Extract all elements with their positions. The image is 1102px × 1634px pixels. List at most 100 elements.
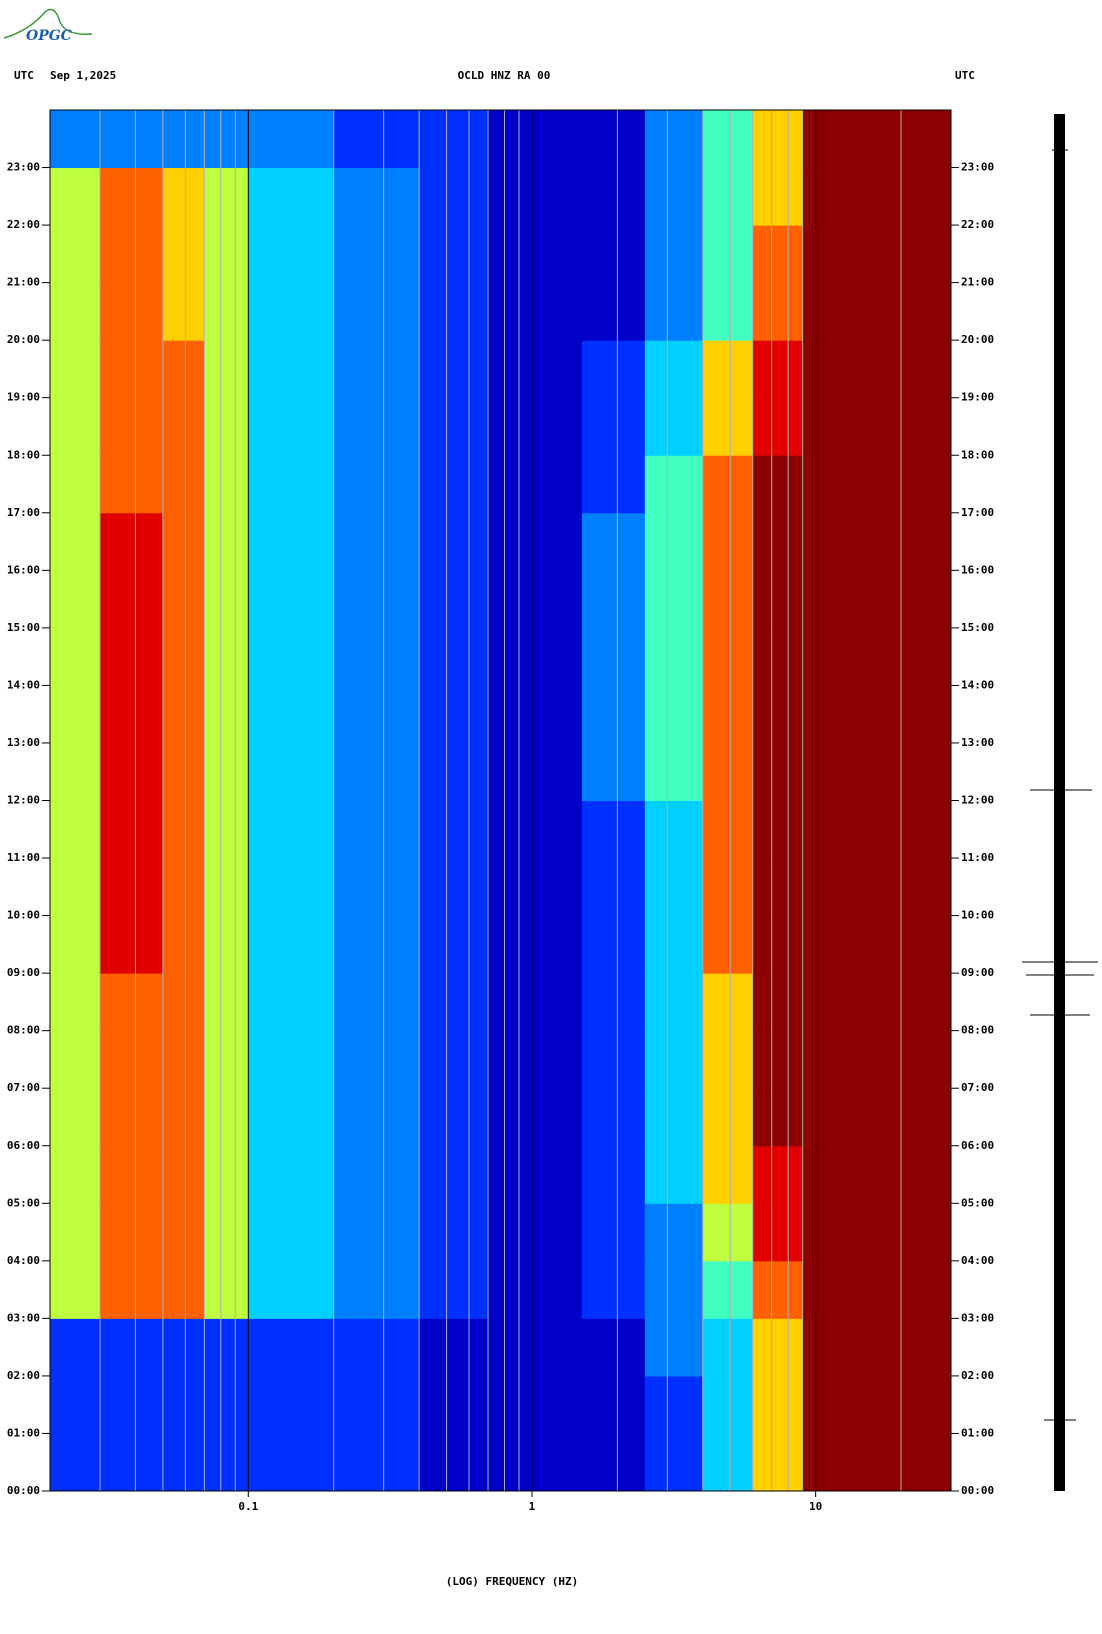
spectrogram-cell (419, 1145, 489, 1204)
spectrogram-cell (581, 1030, 646, 1089)
timezone-label: UTC (14, 69, 34, 82)
spectrogram-cell (802, 455, 952, 514)
y-tick-label: 20:00 (961, 333, 994, 346)
spectrogram-cell (419, 858, 489, 917)
spectrogram-cell (333, 167, 420, 226)
spectrogram-cell (581, 1260, 646, 1319)
spectrogram-cell (488, 340, 583, 399)
spectrogram-cell (333, 915, 420, 974)
spectrogram-cell (248, 627, 335, 686)
spectrogram-cell (333, 1088, 420, 1147)
spectrogram-cell (702, 1030, 754, 1089)
spectrogram-cell (99, 1088, 164, 1147)
spectrogram-cell (419, 627, 489, 686)
spectrogram-cell (204, 1088, 249, 1147)
spectrogram-cell (488, 1203, 583, 1262)
spectrogram-cell (162, 282, 205, 341)
spectrogram-cell (333, 225, 420, 284)
spectrogram-cell (204, 1318, 249, 1377)
spectrogram-cell (752, 915, 804, 974)
spectrogram-cell (581, 1318, 646, 1377)
spectrogram-cell (99, 110, 164, 169)
spectrogram-cell (50, 282, 101, 341)
spectrogram-cell (644, 512, 704, 571)
spectrogram-cell (488, 915, 583, 974)
spectrogram-cell (248, 973, 335, 1032)
spectrogram-cell (99, 1260, 164, 1319)
spectrogram-cell (248, 800, 335, 859)
spectrogram-cell (99, 627, 164, 686)
spectrogram-cell (204, 858, 249, 917)
spectrogram-cell (248, 340, 335, 399)
spectrogram-cell (333, 340, 420, 399)
spectrogram-cell (581, 570, 646, 629)
spectrogram-cell (419, 685, 489, 744)
spectrogram-cell (644, 1260, 704, 1319)
spectrogram-cell (50, 340, 101, 399)
spectrogram-cell (752, 1375, 804, 1434)
spectrogram-cell (204, 455, 249, 514)
spectrogram-cell (204, 282, 249, 341)
x-axis-title: (LOG) FREQUENCY (HZ) (446, 1575, 578, 1588)
y-tick-label: 06:00 (961, 1139, 994, 1152)
spectrogram-cell (419, 455, 489, 514)
spectrogram-cell (248, 512, 335, 571)
y-tick-label: 21:00 (961, 276, 994, 289)
spectrogram-cell (162, 1030, 205, 1089)
spectrogram-cell (644, 397, 704, 456)
spectrogram-cell (802, 225, 952, 284)
spectrogram-cell (248, 455, 335, 514)
spectrogram-cell (802, 1260, 952, 1319)
spectrogram-cell (644, 570, 704, 629)
spectrogram-cell (752, 512, 804, 571)
y-tick-label: 23:00 (961, 161, 994, 174)
spectrogram-cell (162, 973, 205, 1032)
spectrogram-cell (419, 1318, 489, 1377)
spectrogram-cell (204, 570, 249, 629)
spectrogram-cell (99, 570, 164, 629)
y-tick-label: 05:00 (7, 1196, 40, 1209)
spectrogram-cell (162, 627, 205, 686)
spectrogram-cell (702, 1203, 754, 1262)
spectrogram-cell (50, 973, 101, 1032)
spectrogram-cell (752, 1318, 804, 1377)
spectrogram-cell (802, 742, 952, 801)
y-tick-label: 10:00 (961, 909, 994, 922)
spectrogram-cell (802, 512, 952, 571)
spectrogram-cell (752, 1203, 804, 1262)
spectrogram-cell (333, 627, 420, 686)
spectrogram-cell (99, 340, 164, 399)
spectrogram-cell (204, 742, 249, 801)
y-tick-label: 00:00 (7, 1484, 40, 1497)
spectrogram-cell (488, 1433, 583, 1492)
spectrogram-cell (644, 167, 704, 226)
spectrogram-cell (644, 1030, 704, 1089)
spectrogram-cell (581, 800, 646, 859)
spectrogram-cell (802, 915, 952, 974)
spectrogram-cell (419, 570, 489, 629)
spectrogram-cell (333, 685, 420, 744)
spectrogram-cell (802, 1203, 952, 1262)
spectrogram-cell (702, 1433, 754, 1492)
y-tick-label: 01:00 (7, 1426, 40, 1439)
spectrogram-cell (99, 1433, 164, 1492)
spectrogram-cell (802, 1318, 952, 1377)
y-tick-label: 14:00 (7, 678, 40, 691)
spectrogram-cell (488, 1030, 583, 1089)
spectrogram-cell (99, 1203, 164, 1262)
y-tick-label: 08:00 (7, 1024, 40, 1037)
y-tick-label: 15:00 (961, 621, 994, 634)
spectrogram-cell (248, 1030, 335, 1089)
spectrogram-cell (488, 627, 583, 686)
spectrogram-cell (248, 1260, 335, 1319)
spectrogram-cell (752, 340, 804, 399)
spectrogram-cell (644, 742, 704, 801)
spectrogram-cell (644, 1318, 704, 1377)
plot (50, 110, 952, 1492)
y-tick-label: 18:00 (961, 448, 994, 461)
y-tick-label: 02:00 (7, 1369, 40, 1382)
spectrogram-cell (581, 685, 646, 744)
spectrogram-cell (333, 1433, 420, 1492)
spectrogram-cell (204, 685, 249, 744)
